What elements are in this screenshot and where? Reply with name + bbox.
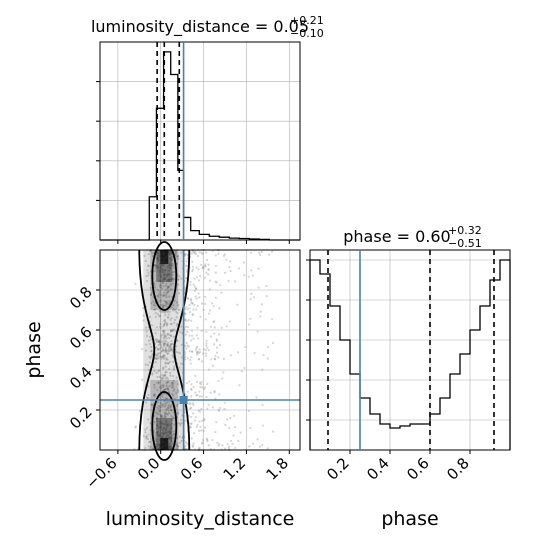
lumdist-title-minus: −0.10: [290, 27, 324, 40]
lumdist-frame: [99, 41, 301, 241]
joint-2d-panel: −0.6 0.0 0.6 1.2 1.8 0.2 0.4 0.6 0.8: [66, 241, 301, 493]
contour-outer-right: [173, 249, 191, 451]
joint-ytick-label-1: 0.4: [66, 363, 96, 393]
lumdist-title: luminosity_distance = 0.05: [91, 17, 309, 37]
phase-xtick-label-3: 0.8: [443, 454, 473, 484]
joint-ytick-label-2: 0.6: [66, 323, 96, 353]
y-axis-label: phase: [23, 321, 45, 378]
joint-ytick-label-0: 0.2: [66, 403, 96, 433]
contour-inner-top: [151, 241, 178, 311]
density-band-0: [143, 250, 186, 450]
joint-truth-marker: [179, 396, 188, 404]
joint-xtick-label-4: 1.8: [263, 454, 293, 484]
phase-xtick-label-0: 0.2: [323, 454, 353, 484]
lumdist-title-plus: +0.21: [290, 14, 324, 27]
phase-x-axis-label: phase: [381, 508, 438, 530]
density-band-6: [160, 250, 169, 264]
phase-xtick-label-1: 0.4: [363, 454, 393, 484]
phase-xtick-label-2: 0.6: [403, 454, 433, 484]
density-band-5: [160, 438, 169, 450]
joint-ytick-label-3: 0.8: [66, 283, 96, 313]
contour-inner-bottom: [151, 391, 178, 461]
lumdist-marginal-panel: [96, 41, 301, 244]
phase-histogram-step: [309, 259, 511, 450]
phase-title-plus: +0.32: [448, 224, 482, 237]
lumdist-histogram-step: [100, 51, 300, 241]
contour-outer-left: [138, 249, 156, 451]
phase-title-minus: −0.51: [448, 237, 482, 250]
joint-frame: [99, 249, 301, 451]
phase-title: phase = 0.60: [343, 227, 450, 246]
x-axis-label: luminosity_distance: [106, 508, 295, 530]
joint-xtick-label-1: 0.0: [134, 454, 164, 484]
joint-xtick-label-2: 0.6: [177, 454, 207, 484]
joint-xtick-label-3: 1.2: [220, 454, 250, 484]
phase-marginal-panel: 0.2 0.4 0.6 0.8: [306, 249, 511, 484]
joint-xtick-label-0: −0.6: [82, 454, 120, 492]
